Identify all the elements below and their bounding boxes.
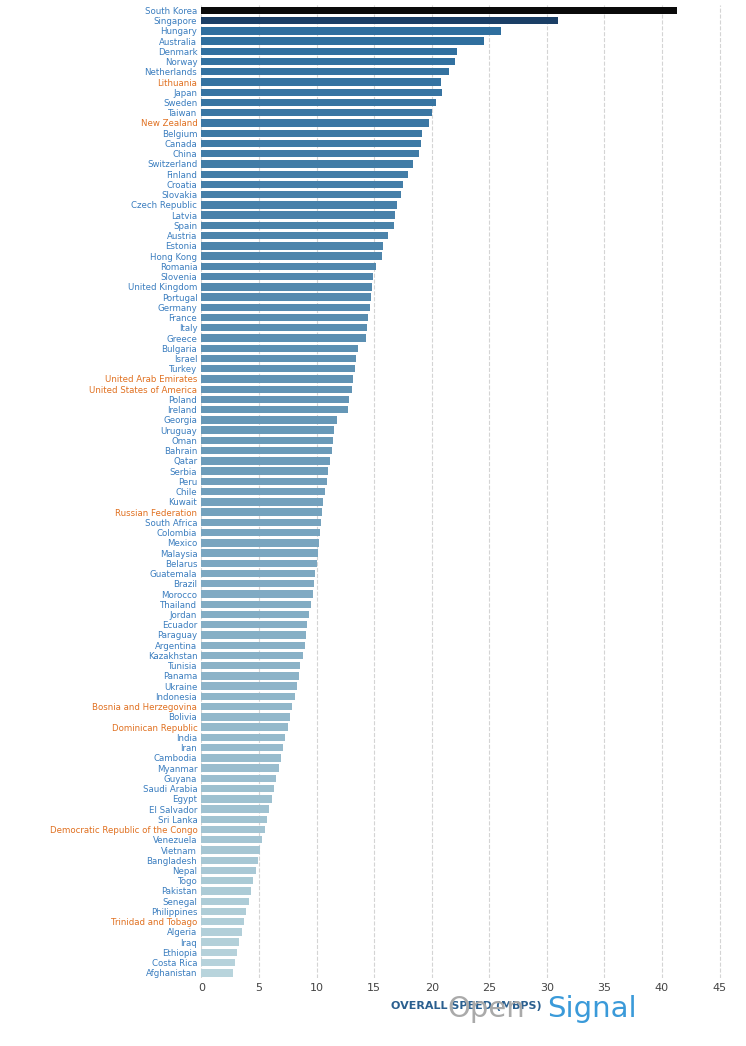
Bar xyxy=(201,846,260,854)
Bar xyxy=(201,283,372,291)
Bar xyxy=(201,150,419,157)
Bar xyxy=(201,600,311,608)
Bar xyxy=(201,784,274,792)
Bar xyxy=(201,970,233,977)
Bar xyxy=(201,549,318,556)
Bar xyxy=(201,160,413,167)
Bar xyxy=(201,303,369,311)
Bar xyxy=(201,406,348,413)
Bar xyxy=(201,508,322,516)
Bar xyxy=(201,58,455,65)
Bar xyxy=(201,529,320,537)
Bar xyxy=(201,416,337,424)
Bar xyxy=(201,938,239,946)
Bar xyxy=(201,437,333,445)
Bar xyxy=(201,457,330,464)
Bar xyxy=(201,519,322,526)
Bar xyxy=(201,293,371,301)
Bar xyxy=(201,713,290,721)
Bar xyxy=(201,590,313,597)
Bar xyxy=(201,897,248,905)
Bar xyxy=(201,170,407,178)
Bar xyxy=(201,928,242,935)
Bar xyxy=(201,805,269,813)
Bar xyxy=(201,243,383,250)
Bar xyxy=(201,130,422,137)
Bar xyxy=(201,539,319,546)
Bar xyxy=(201,38,483,45)
Bar xyxy=(201,877,253,885)
Bar xyxy=(201,109,432,116)
Bar xyxy=(201,211,395,219)
Bar xyxy=(201,949,237,956)
Bar xyxy=(201,836,263,843)
Bar xyxy=(201,560,316,567)
Bar xyxy=(201,570,316,577)
Bar xyxy=(201,447,331,454)
Bar xyxy=(201,335,366,342)
Bar xyxy=(201,487,325,496)
Bar xyxy=(201,908,246,915)
Bar xyxy=(201,867,256,874)
Bar xyxy=(201,263,377,270)
Bar xyxy=(201,376,354,383)
Bar xyxy=(201,468,328,475)
Bar xyxy=(201,652,303,659)
Bar xyxy=(201,703,292,710)
Bar xyxy=(201,48,457,55)
Bar xyxy=(201,498,324,505)
Bar xyxy=(201,344,358,351)
Bar xyxy=(201,733,286,741)
Bar xyxy=(201,201,397,208)
Bar xyxy=(201,6,677,14)
Bar xyxy=(201,918,244,926)
Bar xyxy=(201,673,299,680)
Bar xyxy=(201,641,305,649)
Bar xyxy=(201,78,441,86)
Bar xyxy=(201,959,235,967)
Bar xyxy=(201,754,281,761)
Bar xyxy=(201,355,356,362)
Bar xyxy=(201,795,272,802)
Bar xyxy=(201,826,265,834)
Bar xyxy=(201,222,394,229)
Bar xyxy=(201,191,401,199)
Bar xyxy=(201,140,421,147)
Bar xyxy=(201,816,267,823)
Bar xyxy=(201,775,276,782)
Bar xyxy=(201,68,449,75)
Bar xyxy=(201,273,373,280)
Bar xyxy=(201,887,251,894)
Bar xyxy=(201,662,301,669)
Text: Signal: Signal xyxy=(547,995,636,1023)
Bar xyxy=(201,314,369,321)
Bar xyxy=(201,632,306,639)
Bar xyxy=(201,181,403,188)
X-axis label: OVERALL SPEED (MBPS): OVERALL SPEED (MBPS) xyxy=(391,1001,542,1011)
Bar xyxy=(201,692,295,700)
Bar xyxy=(201,365,354,372)
Bar xyxy=(201,611,309,618)
Bar xyxy=(201,98,436,107)
Text: Open: Open xyxy=(448,995,525,1023)
Bar xyxy=(201,89,442,96)
Bar xyxy=(201,324,367,332)
Bar xyxy=(201,682,297,690)
Bar xyxy=(201,724,288,731)
Bar xyxy=(201,395,349,403)
Bar xyxy=(201,119,430,127)
Bar xyxy=(201,478,327,485)
Bar xyxy=(201,621,307,629)
Bar xyxy=(201,252,382,259)
Bar xyxy=(201,27,501,35)
Bar xyxy=(201,386,352,393)
Bar xyxy=(201,581,314,588)
Bar xyxy=(201,427,334,434)
Bar xyxy=(201,765,278,772)
Bar xyxy=(201,857,258,864)
Bar xyxy=(201,232,388,240)
Bar xyxy=(201,744,283,751)
Bar xyxy=(201,17,558,24)
